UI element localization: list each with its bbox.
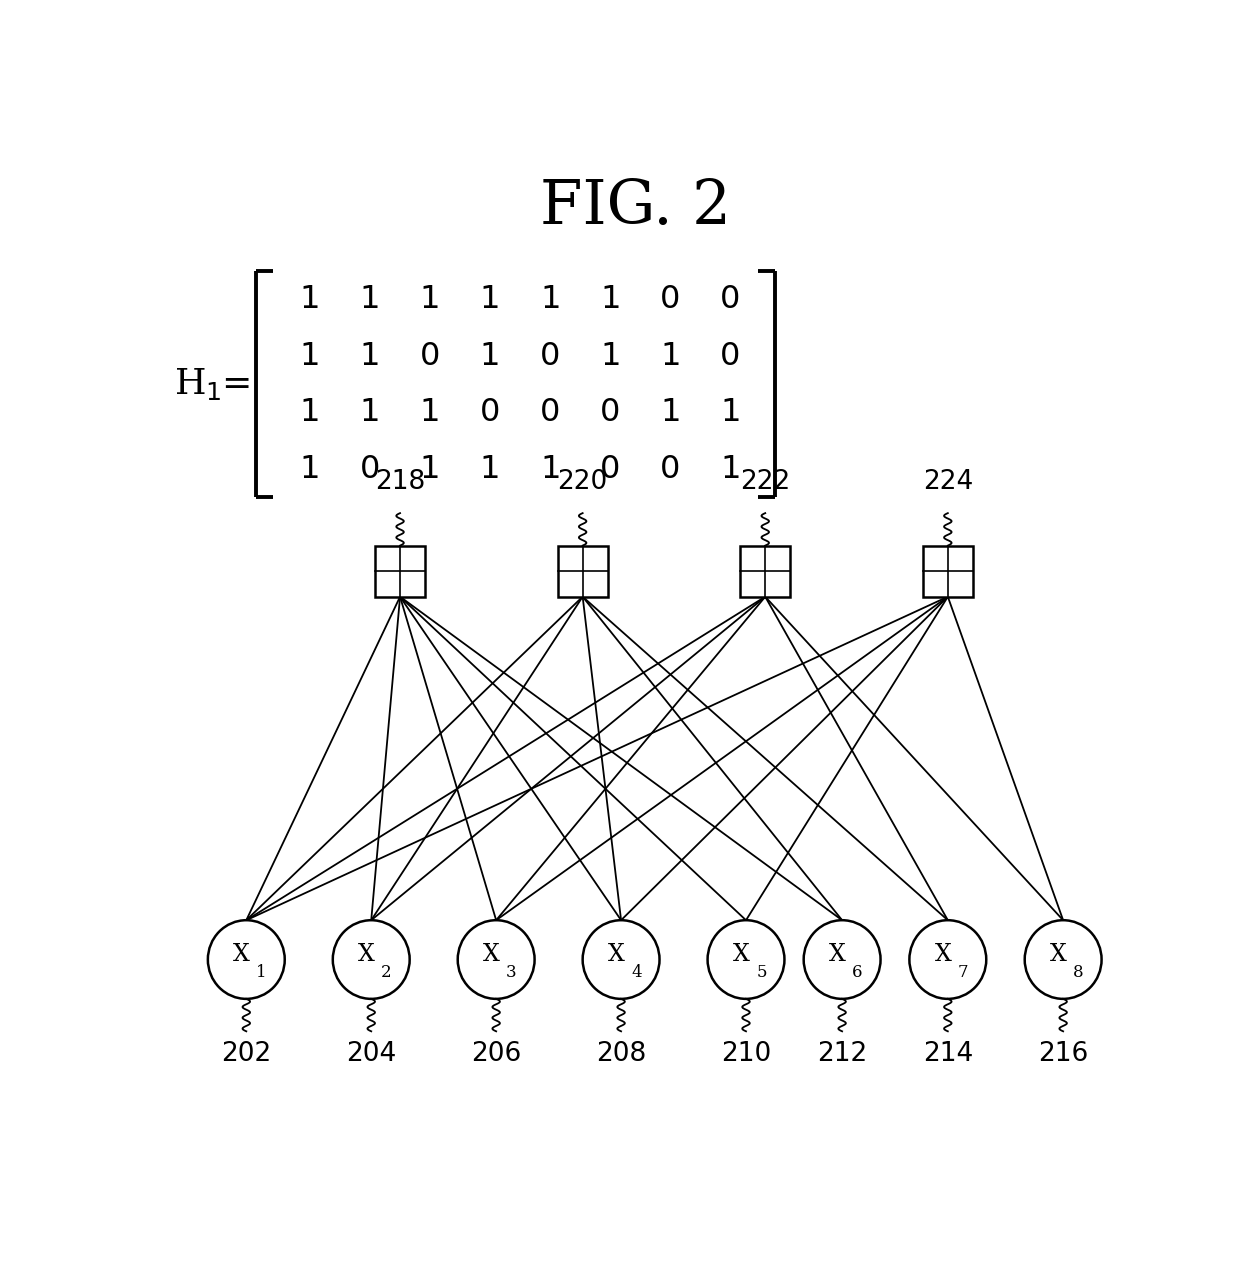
- Bar: [923, 545, 973, 596]
- Text: X: X: [733, 944, 750, 967]
- Text: =: =: [222, 368, 252, 401]
- Text: 8: 8: [1073, 964, 1084, 981]
- Text: 1: 1: [300, 453, 320, 485]
- Text: FIG. 2: FIG. 2: [539, 178, 732, 238]
- Text: 212: 212: [817, 1041, 867, 1068]
- Text: X: X: [358, 944, 374, 967]
- Text: 0: 0: [541, 397, 560, 428]
- Text: H$_1$: H$_1$: [175, 366, 222, 402]
- Text: 1: 1: [257, 964, 267, 981]
- Text: X: X: [482, 944, 500, 967]
- Bar: [558, 545, 608, 596]
- Text: 1: 1: [480, 283, 501, 315]
- Text: 0: 0: [360, 453, 381, 485]
- Text: 1: 1: [600, 283, 620, 315]
- Circle shape: [708, 921, 785, 999]
- Text: 0: 0: [600, 453, 620, 485]
- Circle shape: [804, 921, 880, 999]
- Text: 1: 1: [360, 341, 381, 372]
- Text: 4: 4: [631, 964, 642, 981]
- Text: X: X: [935, 944, 951, 967]
- Text: 1: 1: [720, 453, 740, 485]
- Bar: [740, 545, 790, 596]
- Text: 1: 1: [660, 397, 681, 428]
- Text: 220: 220: [558, 470, 608, 495]
- Text: 222: 222: [740, 470, 790, 495]
- Text: 208: 208: [596, 1041, 646, 1068]
- Text: 206: 206: [471, 1041, 521, 1068]
- Circle shape: [208, 921, 285, 999]
- Text: 1: 1: [539, 453, 560, 485]
- Text: 2: 2: [381, 964, 392, 981]
- Text: 0: 0: [720, 341, 740, 372]
- Text: 0: 0: [720, 283, 740, 315]
- Text: 5: 5: [756, 964, 766, 981]
- Circle shape: [458, 921, 534, 999]
- Text: 1: 1: [539, 283, 560, 315]
- Text: 1: 1: [300, 283, 320, 315]
- Text: 1: 1: [480, 453, 501, 485]
- Text: 1: 1: [660, 341, 681, 372]
- Circle shape: [909, 921, 986, 999]
- Circle shape: [583, 921, 660, 999]
- Text: 1: 1: [420, 283, 440, 315]
- Bar: [374, 545, 425, 596]
- Text: 202: 202: [221, 1041, 272, 1068]
- Text: 1: 1: [300, 397, 320, 428]
- Text: 224: 224: [923, 470, 973, 495]
- Text: 7: 7: [957, 964, 968, 981]
- Text: 3: 3: [506, 964, 517, 981]
- Text: 204: 204: [346, 1041, 397, 1068]
- Text: 214: 214: [923, 1041, 973, 1068]
- Circle shape: [1024, 921, 1101, 999]
- Text: 0: 0: [660, 453, 681, 485]
- Text: 210: 210: [720, 1041, 771, 1068]
- Text: X: X: [233, 944, 250, 967]
- Text: 0: 0: [660, 283, 681, 315]
- Text: 0: 0: [600, 397, 620, 428]
- Text: X: X: [828, 944, 846, 967]
- Text: 0: 0: [420, 341, 440, 372]
- Text: X: X: [608, 944, 625, 967]
- Text: 1: 1: [360, 283, 381, 315]
- Text: 1: 1: [720, 397, 740, 428]
- Text: X: X: [1050, 944, 1066, 967]
- Text: 6: 6: [852, 964, 863, 981]
- Text: 0: 0: [480, 397, 500, 428]
- Text: 1: 1: [480, 341, 501, 372]
- Text: 0: 0: [541, 341, 560, 372]
- Text: 1: 1: [300, 341, 320, 372]
- Text: 216: 216: [1038, 1041, 1089, 1068]
- Text: 1: 1: [360, 397, 381, 428]
- Text: 218: 218: [374, 470, 425, 495]
- Text: 1: 1: [420, 453, 440, 485]
- Text: 1: 1: [600, 341, 620, 372]
- Circle shape: [332, 921, 409, 999]
- Text: 1: 1: [420, 397, 440, 428]
